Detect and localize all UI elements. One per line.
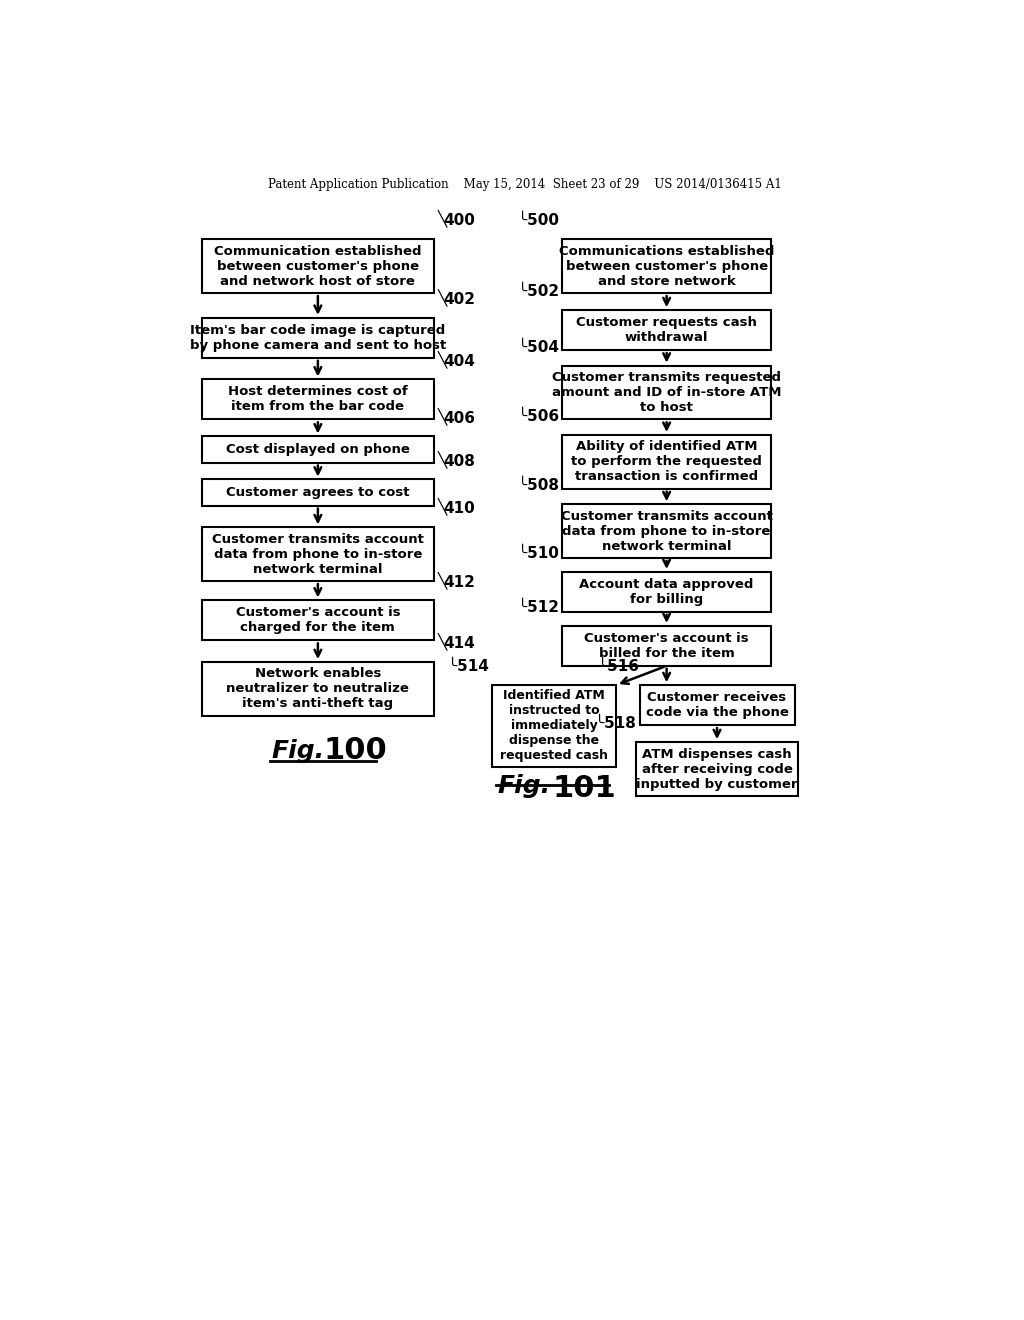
Text: 100: 100 [324, 737, 387, 766]
Text: 101: 101 [553, 775, 616, 804]
Text: Communications established
between customer's phone
and store network: Communications established between custo… [559, 244, 774, 288]
Text: Cost displayed on phone: Cost displayed on phone [226, 444, 410, 455]
Text: 408: 408 [443, 454, 475, 469]
Text: ╰518: ╰518 [595, 717, 636, 731]
Text: Network enables
neutralizer to neutralize
item's anti-theft tag: Network enables neutralizer to neutraliz… [226, 668, 410, 710]
Text: Fig.: Fig. [271, 738, 325, 763]
Bar [202, 239, 434, 293]
Bar [202, 527, 434, 581]
Text: Identified ATM
instructed to
immediately
dispense the
requested cash: Identified ATM instructed to immediately… [501, 689, 608, 763]
Bar [202, 601, 434, 640]
Text: ╲: ╲ [437, 499, 446, 516]
Bar [202, 479, 434, 506]
Text: ╰510: ╰510 [518, 546, 559, 561]
Bar [202, 437, 434, 462]
Text: Ability of identified ATM
to perform the requested
transaction is confirmed: Ability of identified ATM to perform the… [571, 441, 762, 483]
Bar [640, 685, 795, 725]
Text: Customer requests cash
withdrawal: Customer requests cash withdrawal [577, 315, 757, 345]
Bar [202, 318, 434, 358]
Bar [493, 685, 616, 767]
Text: ╲: ╲ [437, 572, 446, 590]
Text: 412: 412 [443, 574, 475, 590]
Bar [562, 504, 771, 558]
Text: 410: 410 [443, 502, 475, 516]
Text: ╰512: ╰512 [518, 601, 559, 615]
Text: Customer's account is
billed for the item: Customer's account is billed for the ite… [585, 632, 749, 660]
Text: 400: 400 [443, 214, 475, 228]
Bar [562, 434, 771, 488]
Text: Customer transmits requested
amount and ID of in-store ATM
to host: Customer transmits requested amount and … [552, 371, 781, 414]
Text: 414: 414 [443, 636, 475, 651]
Bar [202, 379, 434, 420]
Bar [562, 366, 771, 420]
Bar [562, 310, 771, 350]
Bar [562, 239, 771, 293]
Text: ╰502: ╰502 [518, 284, 559, 300]
Text: Customer agrees to cost: Customer agrees to cost [226, 486, 410, 499]
Text: ╰504: ╰504 [518, 339, 559, 355]
Text: Patent Application Publication    May 15, 2014  Sheet 23 of 29    US 2014/013641: Patent Application Publication May 15, 2… [268, 178, 781, 190]
Bar [562, 572, 771, 612]
Text: Customer transmits account
data from phone to in-store
network terminal: Customer transmits account data from pho… [561, 510, 772, 553]
Text: ATM dispenses cash
after receiving code
inputted by customer: ATM dispenses cash after receiving code … [636, 747, 798, 791]
Text: ╲: ╲ [437, 634, 446, 651]
Text: ╲: ╲ [437, 408, 446, 425]
Text: ╰514: ╰514 [449, 659, 489, 675]
Text: ╲: ╲ [437, 211, 446, 228]
Text: Account data approved
for billing: Account data approved for billing [580, 578, 754, 606]
Text: ╰508: ╰508 [518, 478, 559, 494]
Bar [636, 742, 799, 796]
Text: Customer transmits account
data from phone to in-store
network terminal: Customer transmits account data from pho… [212, 533, 424, 576]
Text: Customer's account is
charged for the item: Customer's account is charged for the it… [236, 606, 400, 635]
Bar [202, 663, 434, 715]
Bar [562, 626, 771, 665]
Text: ╲: ╲ [437, 451, 446, 469]
Text: Communication established
between customer's phone
and network host of store: Communication established between custom… [214, 244, 422, 288]
Text: Item's bar code image is captured
by phone camera and sent to host: Item's bar code image is captured by pho… [189, 323, 446, 352]
Text: Customer receives
code via the phone: Customer receives code via the phone [645, 692, 788, 719]
Text: ╲: ╲ [437, 289, 446, 308]
Text: ╲: ╲ [437, 351, 446, 368]
Text: ╰500: ╰500 [518, 214, 559, 228]
Text: Host determines cost of
item from the bar code: Host determines cost of item from the ba… [228, 385, 408, 413]
Text: 404: 404 [443, 354, 475, 368]
Text: ╰506: ╰506 [518, 409, 559, 424]
Text: 402: 402 [443, 292, 475, 308]
Text: 406: 406 [443, 411, 475, 425]
Text: Fig.: Fig. [498, 775, 551, 799]
Text: ╰516: ╰516 [598, 659, 640, 675]
